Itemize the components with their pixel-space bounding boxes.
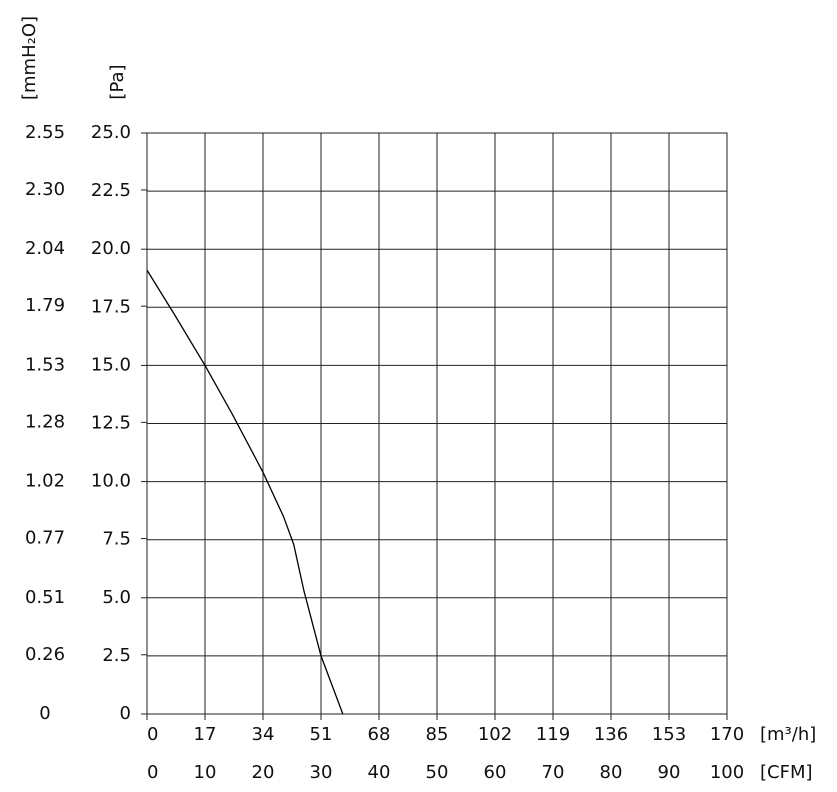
y2-tick-label: 1.02 (25, 471, 65, 492)
y-tick-label: 5.0 (102, 587, 131, 608)
y-axis-label: [Pa] (107, 64, 128, 99)
y2-axis-label: [mmH₂O] (19, 16, 40, 100)
x2-tick-label: 40 (368, 762, 391, 783)
y-tick-label: 10.0 (91, 471, 131, 492)
x-tick-label: 34 (252, 724, 275, 745)
x-tick-label: 136 (594, 724, 628, 745)
y-tick-label: 7.5 (102, 529, 131, 550)
x2-tick-label: 90 (658, 762, 681, 783)
x-tick-label: 51 (310, 724, 333, 745)
x2-axis-label: [CFM] (760, 762, 813, 783)
y-tick-label: 12.5 (91, 413, 131, 434)
y2-tick-label: 0.26 (25, 644, 65, 665)
x-tick-label: 68 (368, 724, 391, 745)
x2-tick-label: 0 (147, 762, 158, 783)
x-tick-label: 0 (147, 724, 158, 745)
x-tick-label: 153 (652, 724, 686, 745)
y2-tick-label: 0.51 (25, 587, 65, 608)
curve (146, 269, 344, 715)
y-tick-label: 2.5 (102, 645, 131, 666)
y-tick-label: 20.0 (91, 238, 131, 259)
y-tick-label: 22.5 (91, 180, 131, 201)
y-tick-label: 15.0 (91, 354, 131, 375)
plot-frame (146, 132, 728, 715)
x2-tick-label: 80 (600, 762, 623, 783)
y2-tick-label: 0 (39, 703, 50, 724)
y-tick-label: 25.0 (91, 122, 131, 143)
x2-tick-label: 60 (484, 762, 507, 783)
x2-tick-label: 20 (252, 762, 275, 783)
y2-tick-label: 1.28 (25, 411, 65, 432)
x2-tick-label: 30 (310, 762, 333, 783)
x2-tick-label: 50 (426, 762, 449, 783)
y2-tick-label: 1.53 (25, 354, 65, 375)
y2-tick-label: 2.04 (25, 238, 65, 259)
y2-tick-label: 2.55 (25, 122, 65, 143)
x-tick-label: 119 (536, 724, 570, 745)
y2-tick-label: 1.79 (25, 295, 65, 316)
x-tick-label: 17 (194, 724, 217, 745)
y-tick-label: 17.5 (91, 296, 131, 317)
y2-tick-label: 0.77 (25, 528, 65, 549)
y-tick-label: 0 (120, 703, 131, 724)
y2-tick-label: 2.30 (25, 179, 65, 200)
x-tick-label: 102 (478, 724, 512, 745)
x-tick-label: 85 (426, 724, 449, 745)
x2-tick-label: 70 (542, 762, 565, 783)
x-axis-label: [m³/h] (760, 724, 816, 745)
x2-tick-label: 100 (710, 762, 744, 783)
x2-tick-label: 10 (194, 762, 217, 783)
x-tick-label: 170 (710, 724, 744, 745)
